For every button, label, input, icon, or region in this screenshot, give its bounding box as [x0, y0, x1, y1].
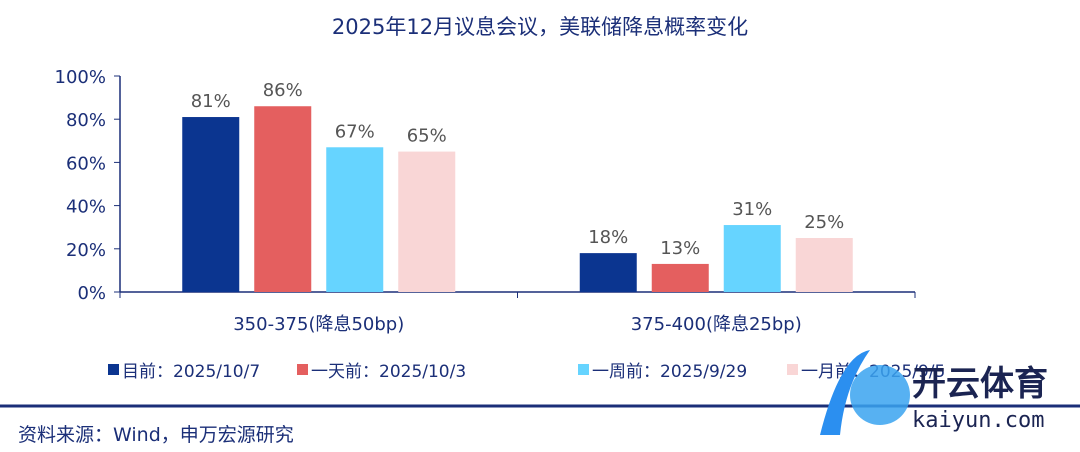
data-label: 31% [732, 199, 772, 220]
y-tick-label: 60% [66, 153, 106, 174]
bar [254, 106, 312, 293]
data-label: 67% [335, 121, 375, 142]
legend-swatch [578, 364, 589, 375]
legend-label: 目前：2025/10/7 [122, 362, 260, 382]
svg-text:kaiyun.com: kaiyun.com [912, 408, 1044, 433]
legend-swatch [297, 364, 308, 375]
bar [182, 117, 240, 292]
legend-label: 一天前：2025/10/3 [311, 362, 466, 382]
bar [795, 238, 853, 292]
bar [579, 253, 637, 292]
bar [398, 151, 456, 292]
svg-text:开云体育: 开云体育 [912, 364, 1048, 404]
data-label: 13% [660, 238, 700, 259]
data-label: 65% [407, 126, 447, 147]
watermark-logo: 开云体育 kaiyun.com [800, 345, 1080, 445]
data-label: 25% [804, 212, 844, 233]
legend-swatch [787, 364, 798, 375]
y-tick-label: 100% [55, 67, 106, 88]
legend-label: 一周前：2025/9/29 [592, 362, 747, 382]
chart-title: 2025年12月议息会议，美联储降息概率变化 [332, 15, 748, 39]
x-tick-label: 350-375(降息50bp) [233, 314, 404, 335]
data-label: 81% [191, 91, 231, 112]
y-tick-label: 0% [77, 283, 106, 304]
bar [723, 225, 781, 292]
y-tick-label: 20% [66, 240, 106, 261]
data-label: 86% [263, 80, 303, 101]
bar [651, 263, 709, 292]
y-tick-label: 80% [66, 110, 106, 131]
legend-swatch [108, 364, 119, 375]
source-note: 资料来源：Wind，申万宏源研究 [18, 424, 294, 446]
bar [326, 147, 384, 292]
data-label: 18% [588, 227, 628, 248]
x-tick-label: 375-400(降息25bp) [631, 314, 802, 335]
y-tick-label: 40% [66, 197, 106, 218]
